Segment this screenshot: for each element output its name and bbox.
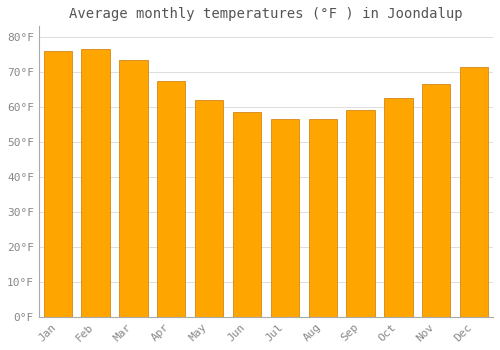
Bar — [119, 60, 148, 317]
Bar — [422, 84, 450, 317]
Bar — [44, 51, 72, 317]
Bar — [195, 100, 224, 317]
Title: Average monthly temperatures (°F ) in Joondalup: Average monthly temperatures (°F ) in Jo… — [69, 7, 462, 21]
Bar — [346, 110, 375, 317]
Bar — [308, 119, 337, 317]
Bar — [460, 66, 488, 317]
Bar — [384, 98, 412, 317]
Bar — [233, 112, 261, 317]
Bar — [157, 80, 186, 317]
Bar — [82, 49, 110, 317]
Bar — [270, 119, 299, 317]
